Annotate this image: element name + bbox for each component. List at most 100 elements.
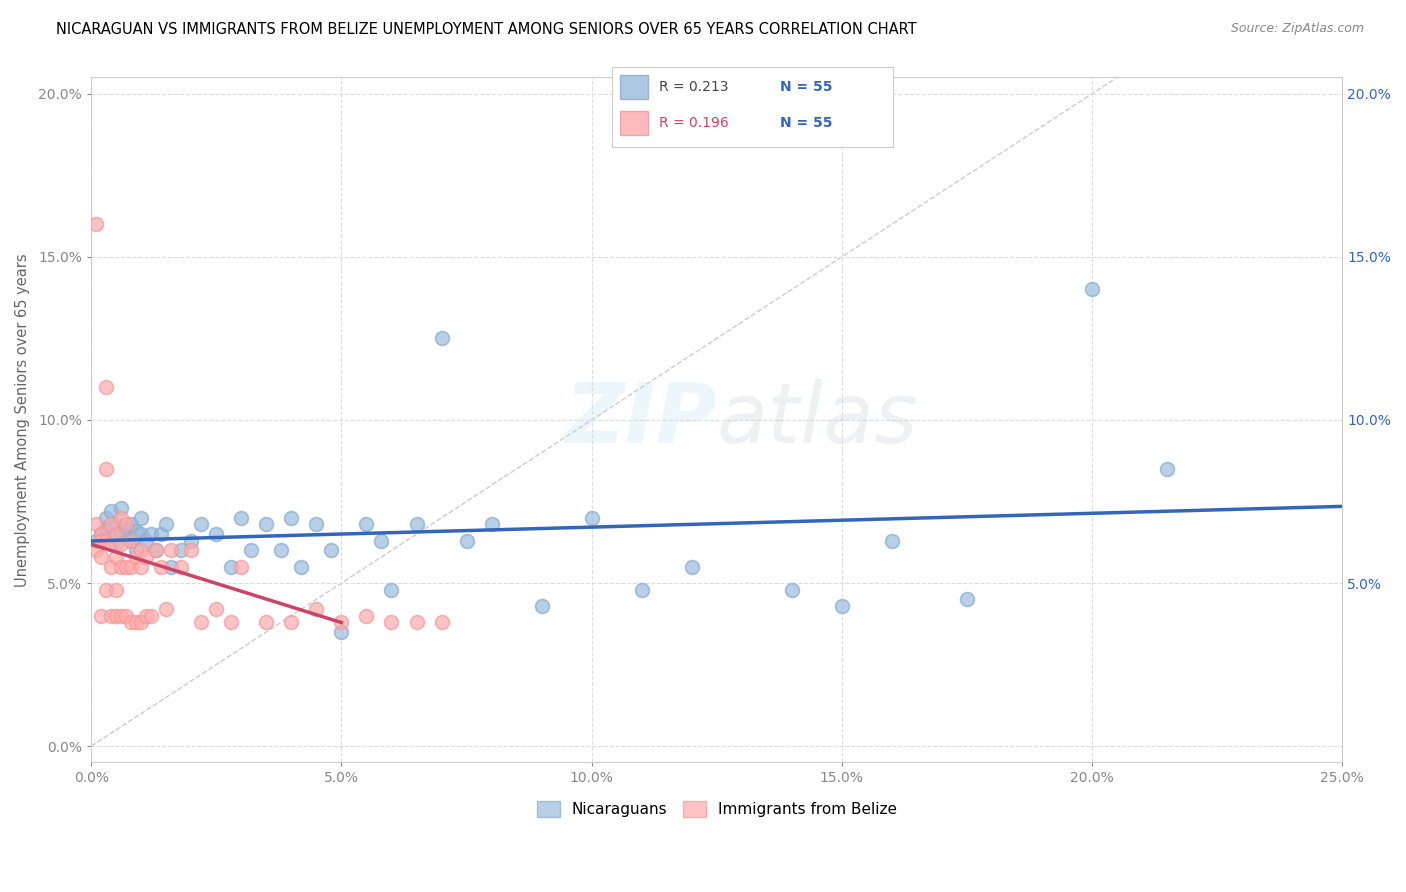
- Point: [96, 510, 118, 524]
- Point: [129, 559, 152, 574]
- Point: [380, 615, 402, 630]
- Point: [115, 559, 138, 574]
- Point: [110, 527, 132, 541]
- Point: [105, 537, 128, 551]
- Point: [254, 517, 277, 532]
- Point: [84, 517, 107, 532]
- Text: N = 55: N = 55: [780, 80, 832, 94]
- Point: [681, 559, 703, 574]
- Point: [1156, 462, 1178, 476]
- Y-axis label: Unemployment Among Seniors over 65 years: Unemployment Among Seniors over 65 years: [15, 253, 30, 587]
- Point: [481, 517, 503, 532]
- Point: [100, 537, 122, 551]
- Point: [110, 537, 132, 551]
- Text: N = 55: N = 55: [780, 116, 832, 130]
- Point: [105, 517, 128, 532]
- Point: [125, 615, 148, 630]
- Point: [190, 517, 212, 532]
- Point: [280, 615, 302, 630]
- Point: [129, 527, 152, 541]
- Point: [231, 559, 253, 574]
- Point: [155, 517, 177, 532]
- Point: [405, 615, 427, 630]
- Point: [120, 517, 142, 532]
- Point: [129, 615, 152, 630]
- Point: [150, 527, 173, 541]
- Point: [129, 510, 152, 524]
- Point: [160, 559, 183, 574]
- Point: [90, 533, 112, 548]
- Point: [280, 510, 302, 524]
- Point: [105, 608, 128, 623]
- Point: [430, 331, 453, 345]
- Point: [831, 599, 853, 613]
- Point: [135, 549, 157, 564]
- Point: [115, 527, 138, 541]
- Text: R = 0.196: R = 0.196: [659, 116, 730, 130]
- Point: [155, 602, 177, 616]
- Point: [956, 592, 979, 607]
- Text: Source: ZipAtlas.com: Source: ZipAtlas.com: [1230, 22, 1364, 36]
- Point: [84, 533, 107, 548]
- Point: [141, 608, 163, 623]
- Point: [254, 615, 277, 630]
- Point: [84, 217, 107, 231]
- Point: [145, 543, 167, 558]
- Point: [125, 543, 148, 558]
- Point: [630, 582, 652, 597]
- Point: [120, 559, 142, 574]
- Point: [96, 462, 118, 476]
- Legend: Nicaraguans, Immigrants from Belize: Nicaraguans, Immigrants from Belize: [530, 795, 903, 823]
- Point: [405, 517, 427, 532]
- Point: [160, 543, 183, 558]
- Point: [880, 533, 903, 548]
- Point: [780, 582, 803, 597]
- Point: [100, 608, 122, 623]
- Point: [290, 559, 312, 574]
- Point: [180, 543, 202, 558]
- Text: R = 0.213: R = 0.213: [659, 80, 728, 94]
- Point: [180, 533, 202, 548]
- Point: [205, 527, 228, 541]
- Point: [96, 533, 118, 548]
- Point: [170, 543, 193, 558]
- Point: [205, 602, 228, 616]
- Point: [96, 380, 118, 394]
- Point: [330, 624, 353, 639]
- Point: [115, 517, 138, 532]
- Point: [270, 543, 292, 558]
- Text: ZIP: ZIP: [564, 379, 717, 460]
- Point: [380, 582, 402, 597]
- Point: [135, 608, 157, 623]
- Point: [581, 510, 603, 524]
- Point: [321, 543, 343, 558]
- Point: [110, 501, 132, 516]
- Point: [240, 543, 263, 558]
- Point: [456, 533, 478, 548]
- Point: [125, 549, 148, 564]
- Point: [150, 559, 173, 574]
- Point: [170, 559, 193, 574]
- Point: [96, 520, 118, 534]
- Point: [430, 615, 453, 630]
- Point: [110, 559, 132, 574]
- Point: [370, 533, 392, 548]
- Point: [105, 582, 128, 597]
- Point: [141, 527, 163, 541]
- Point: [105, 527, 128, 541]
- Bar: [620, 75, 648, 99]
- Point: [356, 608, 378, 623]
- Point: [125, 524, 148, 538]
- Point: [221, 615, 243, 630]
- Point: [120, 533, 142, 548]
- Point: [84, 543, 107, 558]
- Point: [96, 582, 118, 597]
- Point: [190, 615, 212, 630]
- Point: [90, 608, 112, 623]
- Point: [221, 559, 243, 574]
- Point: [115, 608, 138, 623]
- Point: [530, 599, 553, 613]
- Point: [120, 533, 142, 548]
- Point: [135, 533, 157, 548]
- Point: [145, 543, 167, 558]
